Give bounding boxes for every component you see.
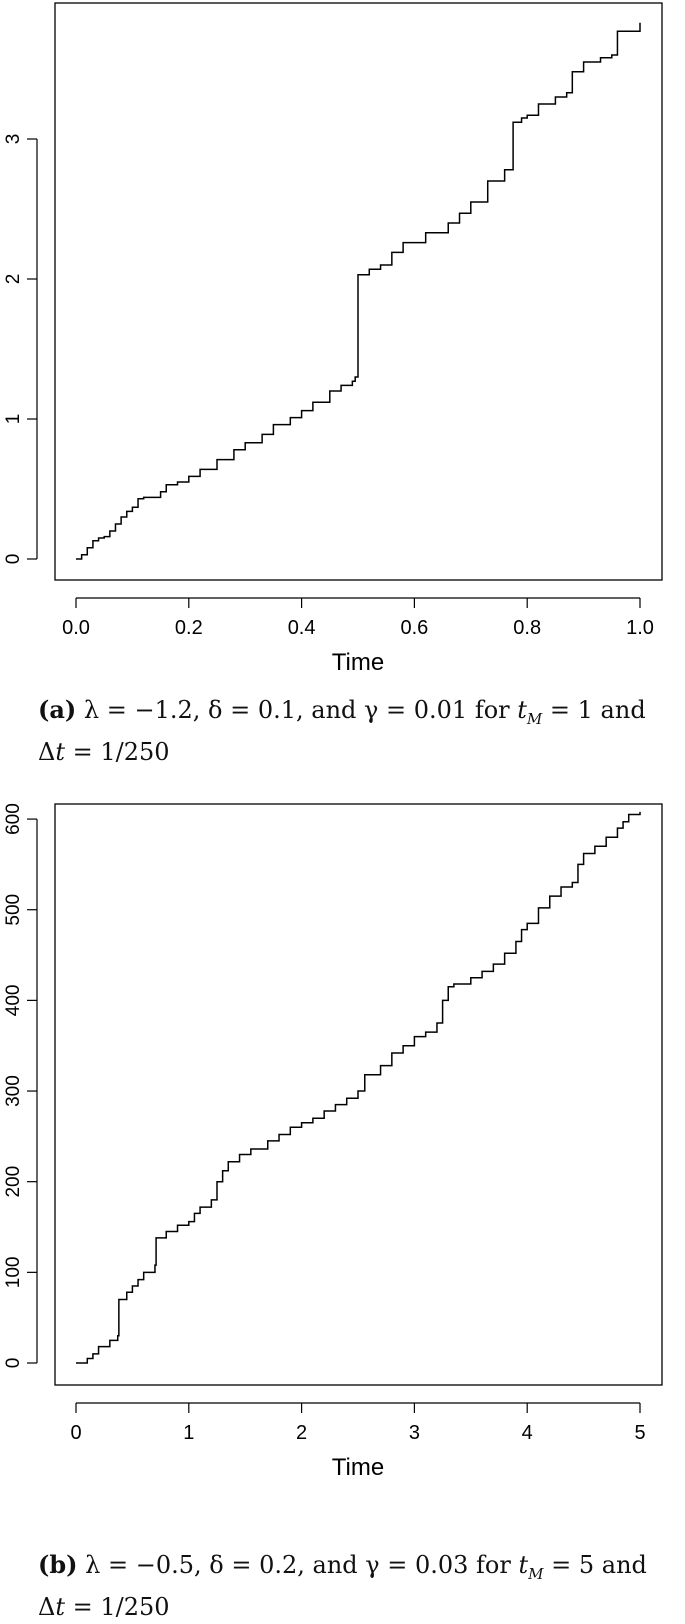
caption-a-dt: 1/250: [100, 737, 170, 766]
y-tick-label: 3: [3, 134, 24, 145]
caption-a-delta: 0.1: [257, 696, 297, 724]
chart-panel-a: 0.0 0.2 0.4 0.6 0.8 1.0 Time 0 1 2 3: [3, 2, 663, 676]
x-axis-label: Time: [332, 649, 384, 676]
caption-b: (b) λ = −0.5, δ = 0.2, and γ = 0.03 for …: [38, 1550, 647, 1621]
x-tick-label: 5: [634, 1422, 645, 1444]
series-line-0: [76, 811, 641, 1364]
caption-a: (a) λ = −1.2, δ = 0.1, and γ = 0.01 for …: [38, 695, 646, 766]
x-tick-label: 3: [409, 1422, 420, 1444]
caption-a-gamma: 0.01: [413, 696, 468, 724]
caption-b-delta: 0.2: [259, 1551, 298, 1579]
x-tick-label: 0.6: [400, 617, 428, 639]
caption-b-dt: 1/250: [100, 1592, 170, 1621]
plot-frame: [54, 803, 663, 1386]
caption-a-label: (a): [38, 695, 77, 724]
x-tick-label: 0.2: [175, 617, 203, 639]
x-tick-label: 0.4: [288, 617, 316, 639]
plot-frame: [54, 2, 663, 581]
y-tick-label: 400: [3, 985, 24, 1017]
y-tick-label: 0: [3, 554, 24, 565]
x-tick-label: 4: [522, 1422, 533, 1444]
x-axis-label: Time: [332, 1454, 384, 1481]
caption-a-tm: 1: [577, 696, 593, 724]
series-line-0: [76, 22, 641, 560]
caption-b-lambda: −0.5: [135, 1551, 194, 1579]
y-tick-label: 500: [3, 894, 24, 926]
caption-b-label: (b): [38, 1550, 78, 1579]
y-tick-label: 300: [3, 1075, 24, 1107]
x-tick-label: 2: [296, 1422, 307, 1444]
x-tick-label: 1: [183, 1422, 194, 1444]
x-tick-label: 0: [70, 1422, 81, 1444]
y-tick-label: 100: [3, 1256, 24, 1288]
y-tick-label: 0: [3, 1358, 24, 1369]
caption-b-gamma: 0.03: [414, 1551, 469, 1579]
y-tick-label: 1: [3, 414, 24, 425]
x-tick-label: 1.0: [626, 617, 654, 639]
caption-b-tm: 5: [578, 1551, 595, 1579]
y-tick-label: 600: [3, 803, 24, 835]
y-tick-label: 2: [3, 274, 24, 285]
y-tick-label: 200: [3, 1166, 24, 1198]
chart-panel-b: 0 1 2 3 4 5 Time 0 100 200 300 400 500 600: [3, 803, 663, 1481]
x-tick-label: 0.8: [513, 617, 541, 639]
x-tick-label: 0.0: [62, 617, 90, 639]
caption-a-lambda: −1.2: [134, 696, 193, 724]
